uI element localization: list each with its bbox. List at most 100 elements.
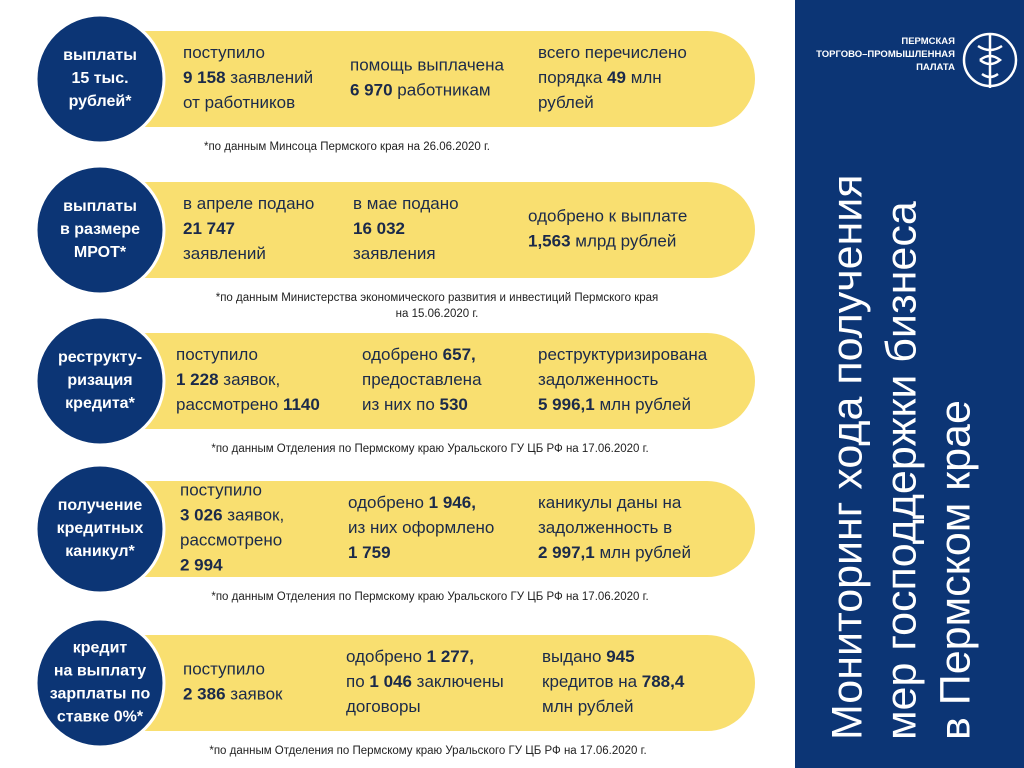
cell-text: работникам (393, 81, 491, 100)
cell-text: одобрено (348, 493, 429, 512)
cell-text: одобрено к выплате (528, 207, 687, 226)
cell-number: 788,4 (642, 672, 685, 691)
cell-text: поступило (180, 481, 262, 500)
cell-line: порядка 49 млн (538, 68, 662, 87)
cell-text: одобрено (346, 647, 427, 666)
badge-label: в размере (60, 221, 140, 238)
cell-number: 1 228 (176, 370, 219, 389)
cell-line: заявления (353, 244, 436, 263)
cell-number: 2 997,1 (538, 543, 595, 562)
badge-label: на выплату (54, 663, 146, 680)
cell-number: 2 994 (180, 556, 223, 575)
cell-number: 9 158 (183, 68, 226, 87)
cell-line: рассмотрено 1140 (176, 395, 320, 414)
badge-label: выплаты (63, 47, 137, 64)
cell-line: одобрено 657, (362, 345, 476, 364)
cell-line: от работников (183, 93, 295, 112)
cell-line: заявлений (183, 244, 266, 263)
cell-text: заявлений (183, 244, 266, 263)
cell-number: 21 747 (183, 219, 235, 238)
cell-line: 1,563 млрд рублей (528, 232, 676, 251)
cell-line: рублей (538, 93, 594, 112)
footnote: *по данным Отделения по Пермскому краю У… (209, 745, 646, 757)
cell-text: млн (626, 68, 662, 87)
cell-line: 9 158 заявлений (183, 68, 313, 87)
cell-text: поступило (183, 43, 265, 62)
cell-number: 3 026 (180, 506, 223, 525)
cell-line: млн рублей (542, 697, 634, 716)
cell-text: выдано (542, 647, 606, 666)
cell-text: млрд рублей (571, 232, 677, 251)
badge-label: кредита* (65, 395, 135, 412)
cell-line: из них по 530 (362, 395, 468, 414)
cell-number: 1 946, (429, 493, 476, 512)
side-panel (795, 0, 1024, 768)
cell-text: реструктуризирована (538, 345, 708, 364)
badge-label: ставке 0%* (57, 709, 144, 726)
cell-line: реструктуризирована (538, 345, 708, 364)
cell-line: одобрено к выплате (528, 207, 687, 226)
pill (100, 481, 755, 577)
cell-text: из них оформлено (348, 518, 494, 537)
cell-text: задолженность (538, 370, 659, 389)
badge (34, 617, 166, 749)
cell-line: в апреле подано (183, 194, 314, 213)
cell-text: заявок, (223, 506, 285, 525)
footnote: на 15.06.2020 г. (396, 308, 479, 320)
cell-number: 1 046 (369, 672, 412, 691)
badge-label: ризация (67, 372, 132, 389)
cell-number: 5 996,1 (538, 395, 595, 414)
pill (100, 31, 755, 127)
cell-text: заявок (226, 685, 283, 704)
cell-text: рассмотрено (180, 531, 282, 550)
cell-line: одобрено 1 946, (348, 493, 476, 512)
cell-line: поступило (180, 481, 262, 500)
cell-line: 2 997,1 млн рублей (538, 543, 691, 562)
badge-label: выплаты (63, 198, 137, 215)
footnote: *по данным Отделения по Пермскому краю У… (211, 443, 648, 455)
cell-line: 6 970 работникам (350, 81, 491, 100)
cell-number: 657, (443, 345, 476, 364)
badge (34, 13, 166, 145)
cell-line: поступило (183, 43, 265, 62)
cell-number: 49 (607, 68, 626, 87)
cell-line: 2 994 (180, 556, 223, 575)
logo-text: ПАЛАТА (916, 62, 955, 73)
badge-label: зарплаты по (50, 686, 151, 703)
badge-label: 15 тыс. (71, 70, 128, 87)
cell-text: млн рублей (595, 395, 691, 414)
cell-text: предоставлена (362, 370, 482, 389)
cell-number: 945 (606, 647, 634, 666)
cell-number: 530 (440, 395, 468, 414)
footnote: *по данным Отделения по Пермскому краю У… (211, 591, 648, 603)
cell-line: поступило (183, 660, 265, 679)
badge-label: рублей* (69, 93, 133, 110)
logo-text: ТОРГОВО–ПРОМЫШЛЕННАЯ (816, 49, 955, 60)
cell-text: помощь выплачена (350, 56, 505, 75)
cell-text: в мае подано (353, 194, 459, 213)
badge (34, 315, 166, 447)
badge (34, 164, 166, 296)
cell-number: 2 386 (183, 685, 226, 704)
cell-number: 1 277, (427, 647, 474, 666)
cell-line: 1 759 (348, 543, 391, 562)
cell-text: каникулы даны на (538, 493, 682, 512)
cell-text: заявления (353, 244, 436, 263)
cell-line: всего перечислено (538, 43, 687, 62)
cell-number: 1 759 (348, 543, 391, 562)
cell-line: кредитов на 788,4 (542, 672, 685, 691)
cell-text: одобрено (362, 345, 443, 364)
cell-text: порядка (538, 68, 607, 87)
logo-text: ПЕРМСКАЯ (901, 36, 955, 47)
cell-text: заявлений (226, 68, 314, 87)
cell-text: по (346, 672, 369, 691)
cell-text: заключены (412, 672, 504, 691)
cell-text: в апреле подано (183, 194, 314, 213)
cell-line: договоры (346, 697, 421, 716)
cell-text: поступило (183, 660, 265, 679)
cell-line: выдано 945 (542, 647, 635, 666)
cell-number: 1140 (283, 395, 320, 414)
cell-text: поступило (176, 345, 258, 364)
cell-number: 1,563 (528, 232, 571, 251)
logo-emblem (962, 32, 1018, 88)
